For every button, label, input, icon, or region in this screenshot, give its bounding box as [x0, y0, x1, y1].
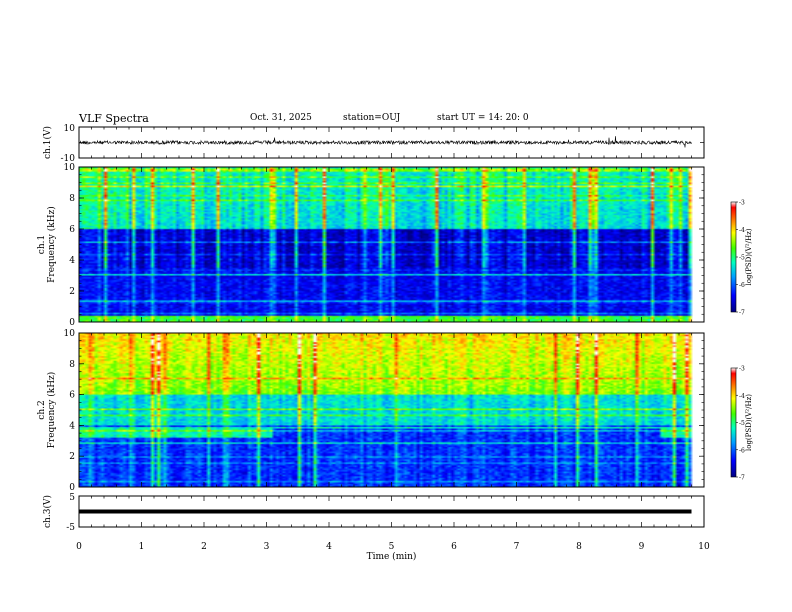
x-tick-label: 7	[514, 542, 520, 552]
x-tick-label: 3	[264, 542, 270, 552]
station-label: station=OUJ	[343, 113, 401, 123]
start-time-label: start UT = 14: 20: 0	[437, 113, 529, 123]
y-tick-label: 8	[69, 360, 75, 370]
ch1-spectrogram-image	[79, 167, 704, 322]
x-tick-label: 9	[639, 542, 645, 552]
ch1-ylabel: ch.1(V)	[42, 126, 53, 159]
y-tick-label: 10	[64, 163, 76, 173]
ch2-spectrogram-image	[79, 333, 704, 487]
y-tick-label: 10	[64, 124, 76, 134]
y-tick-label: 2	[69, 287, 75, 297]
colorbar-label: log(PSD)(V²/Hz)	[745, 394, 753, 451]
x-tick-label: 4	[326, 542, 332, 552]
date-label: Oct. 31, 2025	[250, 113, 312, 123]
y-tick-label: 6	[69, 391, 75, 401]
ch1-ylabel-frequency: Frequency (kHz)	[46, 206, 57, 283]
x-axis-label: Time (min)	[367, 551, 417, 562]
y-tick-label: -5	[66, 523, 75, 533]
x-tick-label: 10	[698, 542, 710, 552]
ch3-ylabel: ch.3(V)	[42, 495, 53, 528]
colorbar-tick-label: -4	[739, 227, 745, 234]
x-tick-label: 1	[139, 542, 145, 552]
y-tick-label: 4	[69, 421, 75, 431]
figure-title: VLF Spectra	[79, 112, 149, 125]
x-tick-label: 6	[451, 542, 457, 552]
ch1-trace	[79, 136, 692, 148]
spectrogram-images	[79, 167, 704, 487]
y-tick-label: 2	[69, 452, 75, 462]
x-tick-label: 0	[76, 542, 82, 552]
colorbar-tick-label: -6	[739, 282, 745, 289]
ch2-ylabel-channel: ch.2	[37, 400, 47, 419]
y-tick-label: 6	[69, 225, 75, 235]
ch1-colorbar	[730, 201, 737, 313]
y-tick-label: -10	[61, 154, 76, 164]
colorbar-label: log(PSD)(V²/Hz)	[745, 228, 753, 285]
x-tick-label: 5	[389, 542, 395, 552]
x-tick-label: 2	[201, 542, 207, 552]
y-tick-label: 8	[69, 194, 75, 204]
waveform-traces	[79, 136, 692, 514]
colorbar-tick-label: -3	[739, 366, 745, 373]
y-tick-label: 10	[64, 329, 76, 339]
ch2-colorbar	[730, 367, 737, 478]
colorbar-tick-label: -5	[739, 255, 745, 262]
colorbar-tick-label: -7	[739, 475, 745, 482]
colorbar-tick-label: -5	[739, 420, 745, 427]
colorbar-tick-label: -4	[739, 393, 745, 400]
y-tick-label: 4	[69, 256, 75, 266]
y-tick-label: 0	[69, 318, 75, 328]
ch1-ylabel-channel: ch.1	[37, 235, 47, 254]
colorbar-tick-label: -7	[739, 310, 745, 317]
colorbar-tick-label: -3	[739, 200, 745, 207]
y-tick-label: 0	[69, 483, 75, 493]
ch2-ylabel-frequency: Frequency (kHz)	[46, 372, 57, 449]
colorbar-tick-label: -6	[739, 447, 745, 454]
y-tick-label: 5	[69, 493, 75, 503]
x-tick-label: 8	[576, 542, 582, 552]
